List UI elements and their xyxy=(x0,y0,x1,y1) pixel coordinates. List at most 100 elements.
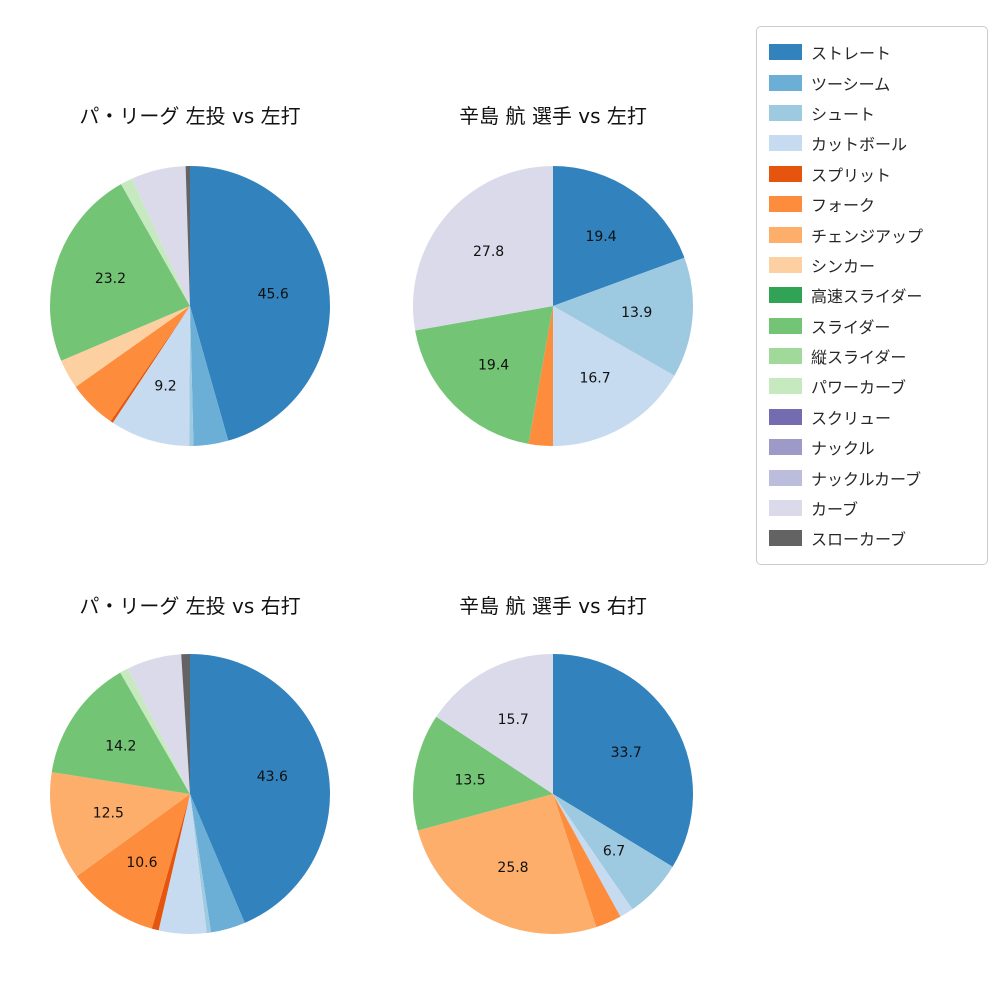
legend-swatch xyxy=(769,256,802,273)
pie-slice xyxy=(190,166,330,441)
chart-title-pa-lhp-vs-rhb: パ・リーグ 左投 vs 右打 xyxy=(79,594,301,618)
legend-swatch xyxy=(769,439,802,456)
slice-value-label: 45.6 xyxy=(258,286,289,302)
pie-slice xyxy=(112,306,190,446)
pie-slice xyxy=(190,794,245,933)
legend-swatch xyxy=(769,500,802,517)
pie-slice xyxy=(553,306,675,446)
pie-slice xyxy=(413,716,553,831)
pie-slice xyxy=(412,166,553,331)
legend-swatch xyxy=(769,378,802,395)
legend-item: カーブ xyxy=(769,493,975,523)
pie-slice xyxy=(181,654,190,794)
slice-value-label: 14.2 xyxy=(105,738,136,754)
legend-item: ツーシーム xyxy=(769,67,975,97)
legend-item: チェンジアップ xyxy=(769,219,975,249)
slice-value-label: 33.7 xyxy=(611,745,642,761)
pie-slice xyxy=(415,306,553,444)
legend-swatch xyxy=(769,408,802,425)
chart-title-pa-lhp-vs-lhb: パ・リーグ 左投 vs 左打 xyxy=(79,104,301,128)
legend-label: スライダー xyxy=(811,317,891,337)
slice-value-label: 25.8 xyxy=(497,860,528,876)
pie-chart-pa-lhp-vs-rhb: 43.6 10.6 12.5 14.2 xyxy=(49,654,330,934)
pitch-type-legend: ストレートツーシームシュートカットボール スプリットフォークチェンジアップ シンカー… xyxy=(756,26,988,565)
pie-slice xyxy=(49,772,190,877)
legend-swatch xyxy=(769,135,802,152)
pie-slice xyxy=(553,794,633,917)
legend-label: チェンジアップ xyxy=(811,226,924,246)
pie-slice xyxy=(128,654,190,794)
legend-label: シンカー xyxy=(811,256,876,276)
slice-value-label: 9.2 xyxy=(154,378,176,394)
pie-slice xyxy=(553,794,673,910)
legend-label: ツーシーム xyxy=(811,74,891,94)
legend-item: ストレート xyxy=(769,37,975,67)
slice-value-label: 6.7 xyxy=(603,844,625,860)
legend-item: スローカーブ xyxy=(769,523,975,553)
pie-slice xyxy=(436,654,553,794)
chart-title-karashima-vs-lhb: 辛島 航 選手 vs 左打 xyxy=(459,104,647,128)
pie-slice xyxy=(190,654,330,923)
legend-label: ナックルカーブ xyxy=(811,469,922,489)
legend-item: 高速スライダー xyxy=(769,280,975,310)
pie-slice xyxy=(75,306,190,422)
legend-label: カットボール xyxy=(811,135,908,155)
legend-item: ナックルカーブ xyxy=(769,462,975,492)
legend-label: スプリット xyxy=(811,165,892,185)
pie-slice xyxy=(51,672,190,794)
legend-swatch xyxy=(769,226,802,243)
slice-value-label: 43.6 xyxy=(257,769,288,785)
pie-slice xyxy=(121,178,190,306)
slice-value-label: 19.4 xyxy=(478,357,509,373)
legend-label: 高速スライダー xyxy=(811,287,923,307)
pie-slice xyxy=(553,257,693,376)
legend-item: スクリュー xyxy=(769,402,975,432)
slice-value-label: 19.4 xyxy=(585,229,616,245)
legend-swatch xyxy=(769,44,802,61)
pie-chart-karashima-vs-lhb: 19.4 13.9 16.7 19.4 27.8 xyxy=(412,166,693,446)
legend-swatch xyxy=(769,74,802,91)
pie-slice xyxy=(190,306,229,446)
pie-slice xyxy=(189,306,194,447)
pie-slice xyxy=(417,794,597,935)
pie-slice xyxy=(190,794,212,933)
slice-value-label: 12.5 xyxy=(93,806,124,822)
legend-label: ストレート xyxy=(811,44,892,64)
legend-swatch xyxy=(769,104,802,121)
legend-label: スローカーブ xyxy=(811,530,907,550)
pie-slice xyxy=(120,668,190,794)
slice-value-label: 13.5 xyxy=(454,773,485,789)
pie-slice xyxy=(553,166,685,306)
pie-slice xyxy=(76,794,190,929)
pie-slice xyxy=(50,184,190,361)
pie-slice xyxy=(158,794,207,934)
pie-slice xyxy=(185,166,190,306)
legend-swatch xyxy=(769,165,802,182)
legend-label: フォーク xyxy=(811,196,876,216)
legend-item: スライダー xyxy=(769,311,975,341)
legend-swatch xyxy=(769,530,802,547)
pie-slice xyxy=(553,794,621,928)
legend-item: シンカー xyxy=(769,250,975,280)
legend-item: スプリット xyxy=(769,159,975,189)
pie-slice xyxy=(553,654,693,867)
legend-swatch xyxy=(769,469,802,486)
legend-swatch xyxy=(769,317,802,334)
legend-item: シュート xyxy=(769,98,975,128)
slice-value-label: 23.2 xyxy=(95,271,126,287)
pie-slice xyxy=(528,306,553,446)
legend-swatch xyxy=(769,287,802,304)
pie-slice xyxy=(61,306,190,387)
slice-value-label: 15.7 xyxy=(498,712,529,728)
legend-swatch xyxy=(769,348,802,365)
pie-chart-pa-lhp-vs-lhb: 45.6 9.2 23.2 xyxy=(50,166,330,447)
legend-item: 縦スライダー xyxy=(769,341,975,371)
chart-title-karashima-vs-rhb: 辛島 航 選手 vs 右打 xyxy=(459,594,647,618)
pie-slice xyxy=(131,166,190,306)
legend-label: パワーカーブ xyxy=(811,378,907,398)
legend-label: カーブ xyxy=(811,500,859,520)
pie-chart-karashima-vs-rhb: 33.7 6.7 25.8 13.5 15.7 xyxy=(413,654,693,935)
legend-label: 縦スライダー xyxy=(811,348,907,368)
legend-item: カットボール xyxy=(769,128,975,158)
